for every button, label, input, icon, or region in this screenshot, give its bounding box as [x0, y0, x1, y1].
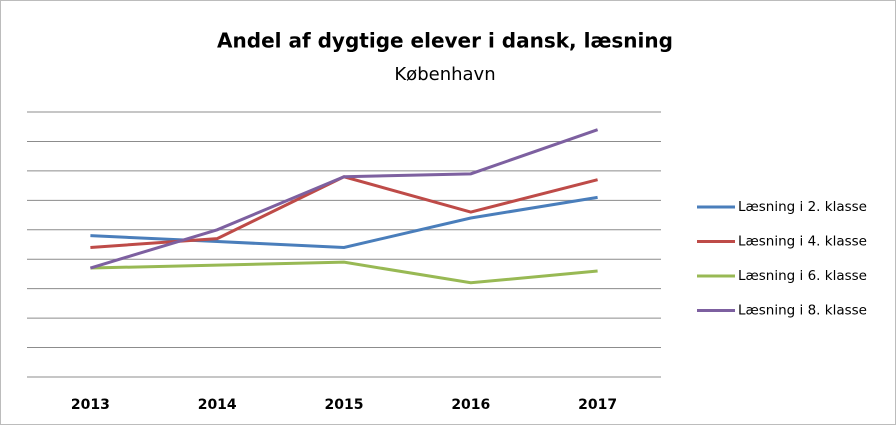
legend-label: Læsning i 4. klasse — [738, 234, 867, 250]
x-tick-label: 2016 — [451, 397, 490, 413]
series-line — [90, 195, 598, 249]
x-tick-label: 2015 — [325, 397, 364, 413]
series-line — [90, 260, 598, 285]
x-tick-label: 2013 — [71, 397, 110, 413]
legend-label: Læsning i 2. klasse — [738, 199, 867, 215]
legend-label: Læsning i 6. klasse — [738, 268, 867, 284]
chart-title: Andel af dygtige elever i dansk, læsning — [217, 29, 673, 53]
legend-label: Læsning i 8. klasse — [738, 303, 867, 319]
x-tick-label: 2017 — [578, 397, 617, 413]
x-tick-label: 2014 — [198, 397, 237, 413]
series-line — [89, 128, 599, 270]
chart-subtitle: København — [394, 64, 495, 85]
